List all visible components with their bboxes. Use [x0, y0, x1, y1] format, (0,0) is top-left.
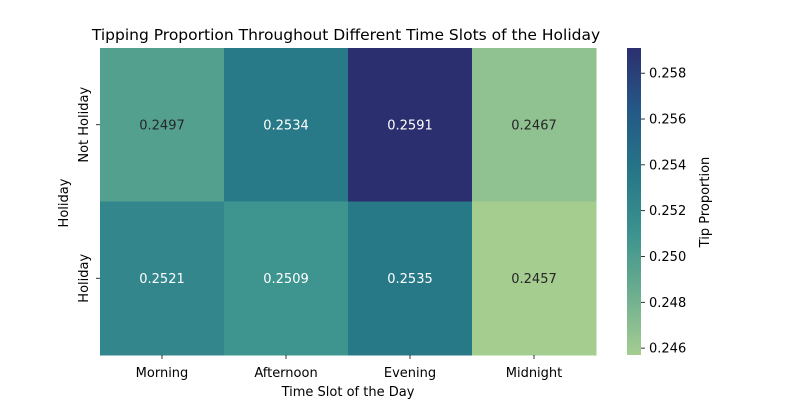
heatmap-cells: 0.2497 0.2534 0.2591 0.2467 0.2521 0.2509 0.25…: [100, 48, 597, 356]
x-tick-label: Midnight: [506, 366, 563, 381]
heatmap-cell: [224, 48, 349, 202]
heatmap-cell: [224, 201, 349, 356]
cell-value-label: 0.2457: [511, 272, 557, 287]
colorbar-tick-label: 0.248: [649, 296, 686, 311]
colorbar-tick-label: 0.256: [649, 113, 686, 128]
x-axis-ticks: Morning Afternoon Evening Midnight: [136, 355, 563, 381]
heatmap-cell: [348, 48, 473, 202]
y-axis-label: Holiday: [57, 178, 72, 227]
heatmap-cell: [348, 201, 473, 356]
colorbar-label: Tip Proportion: [698, 157, 713, 249]
colorbar-tick-label: 0.258: [649, 67, 686, 82]
cell-value-label: 0.2509: [263, 272, 309, 287]
x-axis-label: Time Slot of the Day: [281, 385, 415, 400]
cell-value-label: 0.2467: [511, 118, 557, 133]
cell-value-label: 0.2591: [387, 118, 433, 133]
heatmap-cell: [100, 201, 225, 356]
colorbar-tick-label: 0.252: [649, 204, 686, 219]
cell-value-label: 0.2535: [387, 272, 433, 287]
cell-value-label: 0.2497: [139, 118, 185, 133]
heatmap-cell: [472, 201, 597, 356]
y-axis-ticks: Not Holiday Holiday: [77, 87, 100, 303]
x-tick-label: Evening: [384, 366, 436, 381]
colorbar-tick-label: 0.254: [649, 158, 686, 173]
colorbar-ticks: 0.246 0.248 0.250 0.252 0.254 0.256 0.258: [641, 67, 686, 357]
cell-value-label: 0.2521: [139, 272, 185, 287]
y-tick-label: Not Holiday: [77, 87, 92, 163]
chart-title: Tipping Proportion Throughout Different …: [91, 26, 600, 44]
heatmap-cell: [100, 48, 225, 202]
heatmap-cell: [472, 48, 597, 202]
colorbar-tick-label: 0.246: [649, 342, 686, 357]
colorbar: [627, 48, 641, 355]
y-tick-label: Holiday: [77, 254, 92, 303]
x-tick-label: Morning: [136, 366, 189, 381]
colorbar-tick-label: 0.250: [649, 250, 686, 265]
cell-value-label: 0.2534: [263, 118, 309, 133]
x-tick-label: Afternoon: [254, 366, 317, 381]
